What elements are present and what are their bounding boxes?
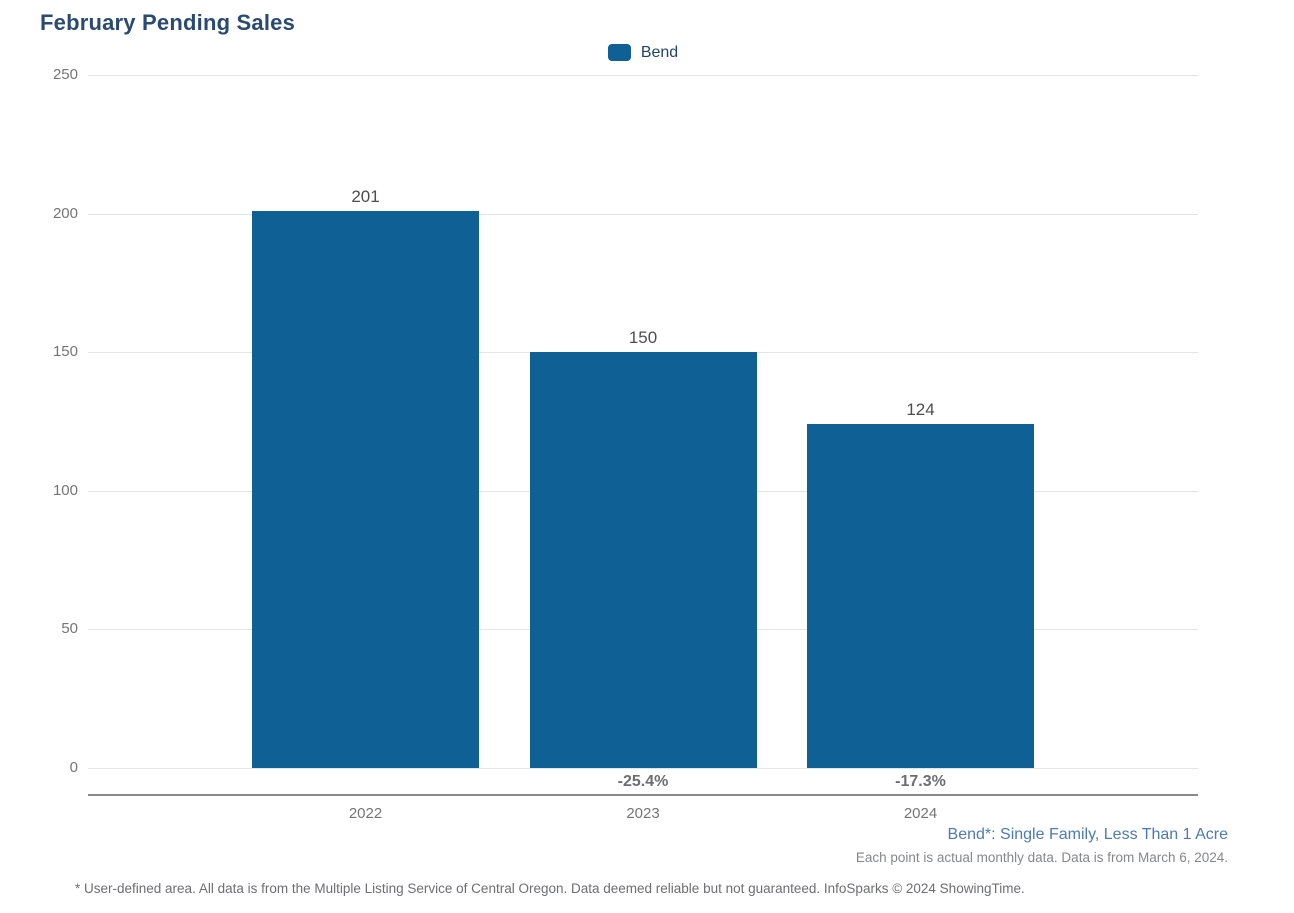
data-source-note: Each point is actual monthly data. Data … (855, 850, 1228, 865)
series-definition-note: Bend*: Single Family, Less Than 1 Acre (947, 826, 1228, 843)
y-tick-label-0: 0 (69, 759, 78, 776)
bar-value-label-2024: 124 (906, 400, 935, 420)
bar-value-label-2023: 150 (628, 328, 658, 348)
x-axis-labels: 2022 2023 2024 (88, 804, 1198, 824)
chart-title: February Pending Sales (40, 10, 296, 35)
y-tick-label-250: 250 (52, 66, 78, 83)
x-tick-label-2024: 2024 (903, 805, 938, 822)
x-tick-label-2022: 2022 (348, 805, 383, 822)
y-tick-label-150: 150 (52, 343, 78, 361)
gridline-0 (88, 768, 1198, 769)
bar-bend-2022[interactable] (252, 210, 479, 768)
x-tick-label-2023: 2023 (626, 805, 660, 822)
bar-bend-2024[interactable] (807, 424, 1034, 768)
bar-chart-plot-area: 201 150 124 (88, 75, 1198, 769)
footer-right-block: Bend*: Single Family, Less Than 1 Acre E… (856, 826, 1228, 865)
gridline-250 (88, 75, 1198, 76)
gridline-200 (88, 213, 1198, 215)
y-tick-label-200: 200 (52, 204, 78, 222)
bar-bend-2023[interactable] (529, 352, 757, 768)
percent-change-label-2024: -17.3% (895, 773, 946, 790)
legend-swatch-bend[interactable] (607, 43, 631, 61)
disclaimer-note: * User-defined area. All data is from th… (75, 881, 1025, 896)
bar-value-label-2022: 201 (351, 186, 380, 206)
y-tick-label-100: 100 (52, 481, 78, 499)
x-axis-line (88, 794, 1198, 796)
percent-change-row: -25.4% -17.3% (88, 771, 1198, 793)
legend-label-bend[interactable]: Bend (640, 43, 679, 61)
chart-legend: Bend (88, 42, 1198, 62)
percent-change-label-2023: -25.4% (617, 773, 669, 790)
y-tick-label-50: 50 (61, 620, 78, 638)
